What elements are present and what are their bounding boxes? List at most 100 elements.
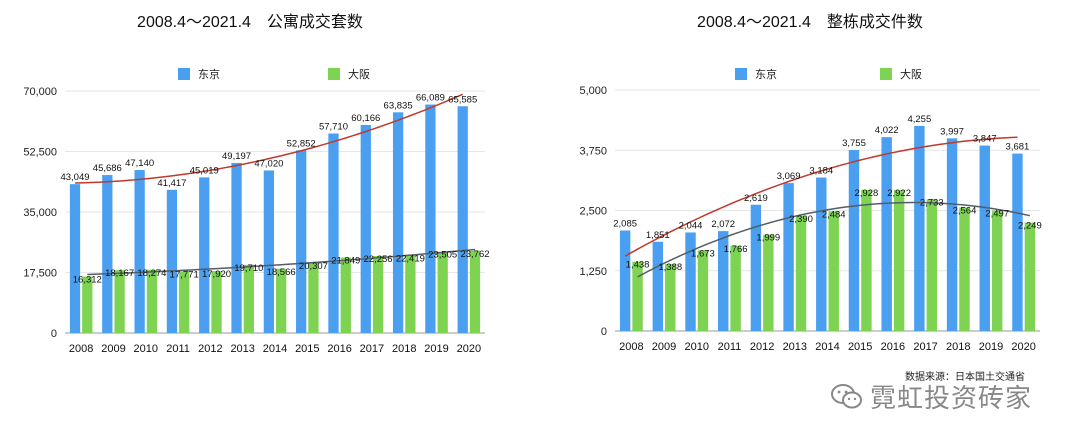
bar-osaka bbox=[697, 250, 709, 331]
bar-tokyo bbox=[296, 150, 307, 333]
data-label: 16,312 bbox=[73, 275, 102, 286]
data-label: 2,564 bbox=[953, 205, 977, 216]
bar-tokyo bbox=[1012, 153, 1023, 331]
bar-osaka bbox=[469, 250, 481, 333]
y-tick-label: 2,500 bbox=[579, 206, 607, 218]
bar-osaka bbox=[893, 190, 905, 331]
x-tick-label: 2011 bbox=[166, 343, 190, 355]
y-tick-label: 1,250 bbox=[579, 266, 607, 278]
y-tick-label: 52,500 bbox=[23, 147, 57, 159]
x-tick-label: 2015 bbox=[848, 341, 872, 353]
data-label: 18,566 bbox=[267, 267, 296, 278]
x-tick-label: 2012 bbox=[750, 341, 774, 353]
data-label: 47,020 bbox=[254, 158, 283, 169]
y-tick-label: 70,000 bbox=[23, 86, 57, 98]
x-tick-label: 2014 bbox=[263, 343, 287, 355]
y-tick-label: 3,750 bbox=[579, 145, 607, 157]
bar-tokyo bbox=[166, 189, 178, 333]
bar-osaka bbox=[632, 261, 643, 331]
data-label: 45,019 bbox=[190, 165, 219, 176]
x-tick-label: 2018 bbox=[946, 341, 970, 353]
bar-osaka bbox=[828, 211, 839, 331]
bar-tokyo bbox=[619, 230, 631, 331]
bar-tokyo bbox=[783, 183, 794, 331]
bar-tokyo bbox=[979, 145, 990, 331]
y-tick-label: 35,000 bbox=[23, 207, 57, 219]
data-label: 3,069 bbox=[777, 171, 801, 182]
x-tick-label: 2012 bbox=[198, 343, 222, 355]
data-label: 1,388 bbox=[658, 262, 682, 273]
legend-label: 东京 bbox=[755, 67, 777, 81]
x-tick-label: 2017 bbox=[913, 341, 937, 353]
trendline-tokyo bbox=[624, 136, 1018, 257]
x-tick-label: 2019 bbox=[979, 341, 1003, 353]
x-tick-label: 2020 bbox=[457, 343, 481, 355]
data-label: 2,044 bbox=[679, 220, 703, 231]
bar-osaka bbox=[82, 276, 93, 333]
data-label: 2,928 bbox=[855, 188, 879, 199]
brand-logo: 霓虹投资砖家 bbox=[830, 378, 1032, 415]
bar-osaka bbox=[959, 207, 970, 331]
data-label: 60,166 bbox=[351, 113, 380, 124]
x-tick-label: 2013 bbox=[783, 341, 807, 353]
y-tick-label: 0 bbox=[51, 328, 57, 340]
chart-title: 2008.4～2021.4 公寓成交套数 bbox=[137, 13, 363, 31]
data-label: 52,852 bbox=[287, 138, 316, 149]
wechat-icon bbox=[831, 383, 862, 408]
data-label: 3,184 bbox=[809, 166, 833, 177]
data-label: 47,140 bbox=[125, 158, 154, 169]
bar-osaka bbox=[211, 271, 222, 333]
data-label: 2,922 bbox=[887, 188, 911, 199]
bar-osaka bbox=[861, 189, 872, 331]
bar-tokyo bbox=[652, 241, 664, 331]
bar-osaka bbox=[308, 262, 319, 333]
x-tick-label: 2015 bbox=[295, 343, 319, 355]
x-tick-label: 2013 bbox=[230, 343, 254, 355]
y-tick-label: 17,500 bbox=[23, 268, 57, 280]
data-label: 2,484 bbox=[822, 209, 846, 220]
data-label: 17,771 bbox=[170, 270, 199, 281]
data-label: 66,089 bbox=[416, 93, 445, 104]
data-label: 65,585 bbox=[448, 94, 477, 105]
x-tick-label: 2016 bbox=[881, 341, 905, 353]
data-label: 23,505 bbox=[428, 250, 457, 261]
data-label: 1,851 bbox=[646, 230, 670, 241]
data-label: 19,710 bbox=[234, 263, 263, 274]
bar-osaka bbox=[665, 264, 676, 331]
y-tick-label: 0 bbox=[601, 326, 607, 338]
bar-osaka bbox=[730, 245, 741, 331]
x-tick-label: 2020 bbox=[1011, 341, 1035, 353]
bar-tokyo bbox=[750, 204, 762, 331]
brand-name: 霓虹投资砖家 bbox=[870, 383, 1033, 413]
data-label: 18,274 bbox=[137, 268, 166, 279]
data-label: 21,849 bbox=[331, 255, 360, 266]
x-tick-label: 2018 bbox=[392, 343, 416, 355]
data-label: 3,847 bbox=[973, 134, 997, 145]
data-label: 4,255 bbox=[907, 114, 931, 125]
data-label: 22,256 bbox=[364, 254, 393, 265]
data-label: 2,390 bbox=[789, 214, 813, 225]
bar-tokyo bbox=[392, 112, 404, 333]
x-tick-label: 2008 bbox=[619, 341, 643, 353]
x-tick-label: 2017 bbox=[360, 343, 384, 355]
legend-swatch bbox=[178, 68, 190, 80]
data-label: 1,673 bbox=[691, 248, 715, 259]
data-label: 63,835 bbox=[384, 100, 413, 111]
y-tick-label: 5,000 bbox=[579, 85, 607, 97]
data-label: 2,497 bbox=[985, 209, 1009, 220]
bar-osaka bbox=[1024, 222, 1036, 331]
bar-tokyo bbox=[328, 133, 339, 333]
bar-tokyo bbox=[102, 175, 113, 333]
bar-osaka bbox=[926, 199, 937, 331]
bar-osaka bbox=[243, 264, 254, 333]
data-label: 3,755 bbox=[842, 138, 866, 149]
data-label: 49,197 bbox=[222, 151, 251, 162]
data-label: 41,417 bbox=[157, 178, 186, 189]
data-label: 2,733 bbox=[920, 197, 944, 208]
source-note: 数据来源：日本国土交通省 bbox=[905, 372, 1025, 383]
bar-osaka bbox=[405, 255, 416, 333]
bar-tokyo bbox=[848, 150, 860, 331]
trendline-osaka bbox=[87, 248, 476, 276]
